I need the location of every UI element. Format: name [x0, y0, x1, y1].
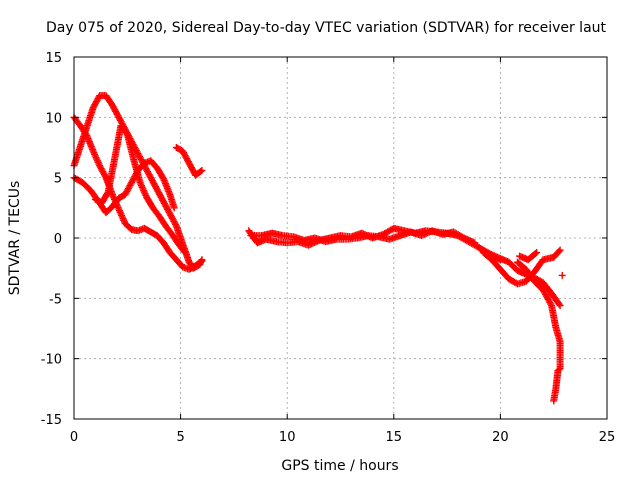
data-point [117, 210, 125, 218]
data-point [555, 247, 563, 255]
data-point [556, 302, 564, 310]
data-point [90, 149, 98, 157]
data-point [181, 248, 189, 256]
y-tick-label: 10 [45, 111, 62, 126]
data-point [114, 203, 122, 211]
data-point [92, 154, 100, 162]
data-point [550, 397, 558, 405]
data-point [118, 213, 126, 221]
y-tick-label: -5 [49, 292, 62, 307]
data-point [555, 300, 563, 308]
data-point [180, 247, 188, 255]
y-tick-label: -10 [41, 353, 62, 368]
y-tick-label: 15 [45, 51, 62, 66]
x-axis-ticks: 0 5 10 15 20 25 [70, 57, 615, 445]
data-points [70, 92, 566, 405]
data-point [558, 271, 566, 279]
data-point [93, 157, 101, 165]
series-arc-d [91, 122, 189, 256]
data-point [139, 185, 147, 193]
x-axis-label: GPS time / hours [281, 458, 398, 474]
data-point [547, 300, 555, 308]
data-point [108, 191, 116, 199]
series-arc-j [513, 258, 564, 405]
data-point [122, 129, 130, 137]
data-point [138, 183, 146, 191]
x-tick-label: 0 [70, 430, 78, 445]
data-point [137, 180, 145, 188]
data-point [115, 205, 123, 213]
y-axis-ticks: 15 10 5 0 -5 -10 -15 [41, 51, 607, 428]
chart-title: Day 075 of 2020, Sidereal Day-to-day VTE… [46, 20, 607, 36]
data-point [120, 216, 128, 224]
x-tick-label: 25 [599, 430, 616, 445]
data-point [94, 158, 102, 166]
series-arc-f [245, 224, 504, 264]
y-axis-label: SDTVAR / TECUs [7, 181, 23, 296]
data-point [103, 190, 111, 198]
data-point [197, 167, 205, 175]
series-arc-i [479, 246, 564, 288]
data-point [118, 211, 126, 219]
data-point [531, 250, 539, 258]
data-point [116, 208, 124, 216]
data-point [91, 152, 99, 160]
data-point [198, 257, 206, 265]
data-point [197, 258, 205, 266]
data-point [170, 204, 178, 212]
x-tick-label: 15 [386, 430, 403, 445]
data-point [91, 150, 99, 158]
data-point [89, 147, 97, 155]
data-point [198, 166, 206, 174]
data-point [140, 188, 148, 196]
data-point [141, 190, 149, 198]
data-point [101, 172, 109, 180]
data-point [471, 239, 479, 247]
series-arc-g [247, 227, 479, 247]
series-arc-e [172, 144, 206, 179]
data-point [109, 192, 117, 200]
y-tick-label: -15 [41, 413, 62, 428]
y-tick-label: 0 [54, 232, 62, 247]
series-outlier [558, 271, 566, 279]
y-tick-label: 5 [54, 172, 62, 187]
data-point [556, 246, 564, 254]
data-point [93, 155, 101, 163]
x-tick-label: 10 [279, 430, 296, 445]
data-point [138, 182, 146, 190]
data-point [136, 178, 144, 186]
data-point [459, 233, 467, 241]
data-point [95, 160, 103, 168]
data-point [115, 207, 123, 215]
data-point [533, 248, 541, 256]
series-arc-c [70, 157, 178, 217]
data-point [119, 215, 127, 223]
x-tick-label: 20 [492, 430, 509, 445]
x-tick-label: 5 [176, 430, 184, 445]
data-point [140, 187, 148, 195]
series-arc-k [516, 248, 541, 264]
